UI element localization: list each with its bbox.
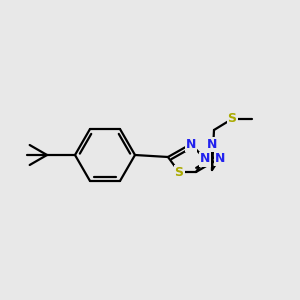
Text: S: S: [175, 166, 184, 178]
Text: N: N: [215, 152, 225, 164]
Text: N: N: [200, 152, 210, 166]
Text: N: N: [186, 137, 196, 151]
Text: S: S: [227, 112, 236, 125]
Text: N: N: [207, 137, 217, 151]
